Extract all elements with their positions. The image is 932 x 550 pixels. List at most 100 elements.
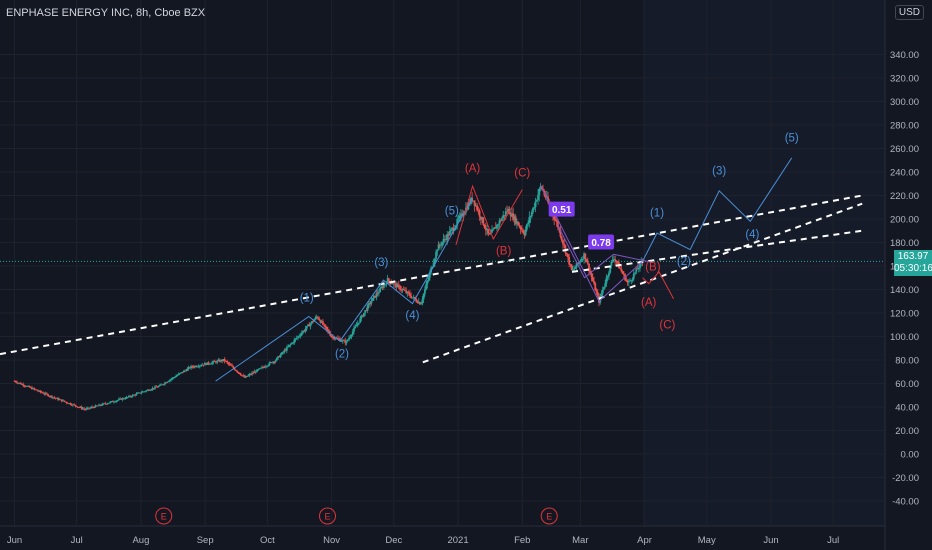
fib-ratio-badge bbox=[588, 234, 615, 250]
candle-body bbox=[32, 388, 35, 390]
candle-body bbox=[169, 379, 171, 382]
impulse-wave-line bbox=[215, 197, 473, 382]
candle-body bbox=[176, 375, 179, 376]
candle-body bbox=[635, 268, 638, 273]
y-tick-label: 240.00 bbox=[890, 168, 919, 179]
candle-body bbox=[29, 387, 32, 389]
candle-body bbox=[280, 352, 283, 355]
candle-body bbox=[215, 361, 217, 363]
candle-body bbox=[634, 272, 636, 274]
candle-body bbox=[504, 211, 507, 216]
candle-body bbox=[425, 284, 428, 290]
earnings-marker-label: E bbox=[546, 512, 552, 522]
candle-body bbox=[360, 315, 363, 319]
candle-body bbox=[557, 221, 559, 228]
candle-body bbox=[619, 268, 622, 270]
currency-button[interactable]: USD bbox=[894, 5, 924, 20]
candle-body bbox=[554, 219, 557, 221]
candle-body bbox=[246, 376, 248, 377]
candle-body bbox=[353, 327, 355, 332]
candle-body bbox=[511, 213, 513, 217]
candle-body bbox=[314, 317, 317, 320]
candle-body bbox=[205, 363, 207, 365]
candle-body bbox=[196, 366, 199, 368]
candle-body bbox=[177, 373, 180, 376]
candle-body bbox=[18, 382, 21, 384]
candle-body bbox=[186, 368, 189, 371]
candle-body bbox=[399, 285, 401, 290]
candle-body bbox=[346, 339, 349, 341]
x-tick-label: Jul bbox=[71, 535, 83, 546]
candle-body bbox=[406, 291, 409, 294]
candle-body bbox=[150, 389, 153, 391]
candle-body bbox=[317, 316, 319, 319]
candle-body bbox=[119, 398, 122, 400]
candle-body bbox=[574, 267, 577, 269]
candle-body bbox=[124, 398, 127, 400]
candle-body bbox=[251, 372, 253, 375]
candle-body bbox=[136, 392, 139, 394]
candle-body bbox=[259, 367, 262, 369]
candle-body bbox=[340, 341, 343, 343]
candle-body bbox=[19, 382, 22, 385]
forecast-area bbox=[642, 0, 885, 526]
candle-body bbox=[68, 403, 71, 404]
candle-body bbox=[502, 215, 505, 219]
y-tick-label: 220.00 bbox=[890, 191, 919, 202]
candle-body bbox=[580, 259, 583, 262]
candle-body bbox=[358, 322, 360, 324]
candle-body bbox=[231, 365, 234, 367]
candle-body bbox=[528, 217, 531, 223]
corrective-wave-line bbox=[642, 271, 675, 300]
candle-body bbox=[249, 374, 252, 376]
candle-body bbox=[129, 395, 132, 397]
candle-body bbox=[195, 365, 197, 367]
candle-body bbox=[282, 352, 285, 353]
candle-body bbox=[49, 395, 52, 397]
candle-body bbox=[50, 395, 53, 398]
candle-body bbox=[532, 207, 534, 213]
candle-body bbox=[185, 370, 188, 372]
candle-body bbox=[409, 293, 411, 296]
candle-body bbox=[586, 262, 589, 264]
wave-label-blue: (1) bbox=[300, 292, 314, 304]
candle-body bbox=[395, 283, 398, 288]
candle-body bbox=[229, 364, 232, 366]
candle-body bbox=[568, 256, 571, 265]
y-tick-label: 200.00 bbox=[890, 215, 919, 226]
candle-body bbox=[333, 336, 336, 339]
candle-body bbox=[369, 303, 372, 304]
candle-body bbox=[462, 214, 465, 217]
candle-body bbox=[422, 293, 425, 300]
candle-body bbox=[322, 321, 324, 325]
x-tick-label: Jun bbox=[763, 535, 778, 546]
candle-body bbox=[254, 371, 257, 373]
candle-body bbox=[594, 283, 597, 291]
candle-body bbox=[159, 384, 161, 386]
candle-body bbox=[236, 370, 239, 372]
candle-body bbox=[392, 283, 395, 285]
x-tick-label: Jun bbox=[7, 535, 22, 546]
candle-body bbox=[374, 295, 377, 298]
candle-body bbox=[47, 394, 49, 397]
candle-body bbox=[440, 245, 442, 247]
candle-body bbox=[498, 220, 501, 225]
candle-body bbox=[411, 297, 414, 299]
candle-body bbox=[272, 361, 275, 363]
wave-label-blue: (1) bbox=[650, 208, 664, 220]
y-tick-label: 80.00 bbox=[895, 356, 919, 367]
candle-body bbox=[562, 240, 564, 244]
candle-body bbox=[427, 277, 430, 281]
candle-body bbox=[91, 407, 94, 408]
candle-body bbox=[630, 280, 633, 282]
candle-body bbox=[488, 233, 491, 235]
candle-body bbox=[191, 366, 194, 367]
candle-body bbox=[517, 221, 520, 226]
candle-body bbox=[43, 393, 46, 395]
candle-body bbox=[349, 336, 352, 338]
candle-body bbox=[529, 216, 532, 218]
earnings-marker-label: E bbox=[324, 512, 330, 522]
candle-body bbox=[566, 253, 569, 257]
candle-body bbox=[126, 397, 129, 398]
